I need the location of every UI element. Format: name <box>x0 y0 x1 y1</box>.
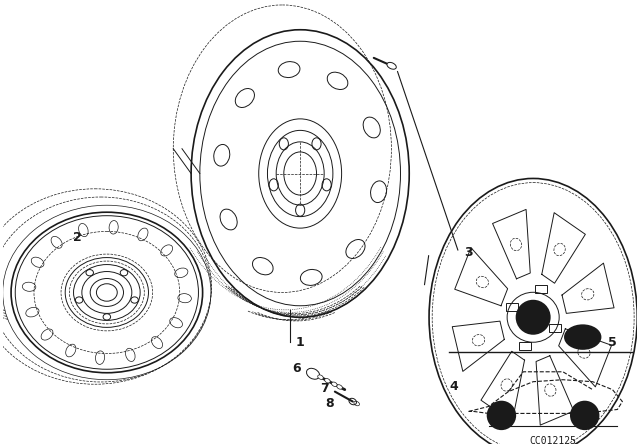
Ellipse shape <box>565 325 600 349</box>
Ellipse shape <box>337 385 342 389</box>
Text: CC012125: CC012125 <box>529 436 577 446</box>
Ellipse shape <box>571 401 598 429</box>
Ellipse shape <box>317 375 323 379</box>
Ellipse shape <box>324 379 330 383</box>
Text: 1: 1 <box>296 336 305 349</box>
Ellipse shape <box>488 401 515 429</box>
Text: 8: 8 <box>326 397 334 410</box>
Ellipse shape <box>516 301 550 334</box>
Text: 5: 5 <box>608 336 617 349</box>
Text: 2: 2 <box>73 232 81 245</box>
Ellipse shape <box>307 368 319 379</box>
Text: 7: 7 <box>321 382 330 395</box>
Text: 3: 3 <box>465 246 473 259</box>
Text: 6: 6 <box>292 362 301 375</box>
Text: 4: 4 <box>449 380 458 393</box>
Ellipse shape <box>332 382 337 387</box>
Ellipse shape <box>387 62 396 69</box>
